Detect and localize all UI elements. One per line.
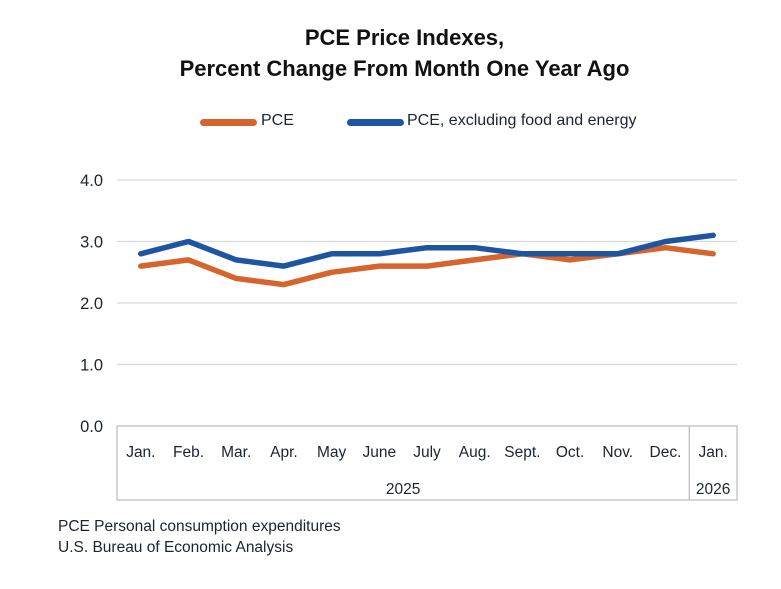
x-axis-month-label: May: [317, 444, 347, 461]
core-pce-series-line: [138, 232, 716, 269]
y-axis-tick-label: 0.0: [80, 418, 103, 436]
y-axis-tick-label: 4.0: [80, 172, 103, 190]
legend-label-pce: PCE: [261, 112, 294, 129]
x-axis-year-label: 2026: [696, 481, 730, 498]
footnote-source: U.S. Bureau of Economic Analysis: [58, 539, 294, 556]
x-axis-month-label: Sept.: [504, 444, 540, 461]
x-axis-month-label: Oct.: [556, 444, 584, 461]
chart-footnotes: PCE Personal consumption expenditures U.…: [58, 516, 341, 558]
y-axis-tick-label: 1.0: [80, 357, 103, 375]
x-axis-month-label: Nov.: [602, 444, 633, 461]
y-axis-tick-label: 2.0: [80, 295, 103, 313]
footnote-pce-definition: PCE Personal consumption expenditures: [58, 518, 341, 535]
chart-title-line2: Percent Change From Month One Year Ago: [179, 56, 630, 81]
y-axis-tick-label: 3.0: [80, 234, 103, 252]
x-axis-month-label: Dec.: [650, 444, 682, 461]
x-axis-month-label: June: [362, 444, 396, 461]
x-axis-month-label: Apr.: [270, 444, 298, 461]
x-axis-month-label: Aug.: [459, 444, 491, 461]
x-axis-month-label: Mar.: [221, 444, 251, 461]
x-axis-month-label: July: [413, 444, 441, 461]
x-axis-year-label: 2025: [386, 481, 420, 498]
x-axis-month-label: Jan.: [126, 444, 155, 461]
legend-swatch-pce: [200, 119, 257, 126]
chart-title-line1: PCE Price Indexes,: [304, 25, 505, 50]
x-axis-month-label: Jan.: [698, 444, 727, 461]
legend-swatch-core-pce: [347, 119, 404, 126]
x-axis-box: [116, 425, 738, 501]
x-axis-month-label: Feb.: [173, 444, 204, 461]
chart-title: PCE Price Indexes, Percent Change From M…: [14, 22, 781, 84]
legend-label-core-pce: PCE, excluding food and energy: [407, 112, 637, 129]
